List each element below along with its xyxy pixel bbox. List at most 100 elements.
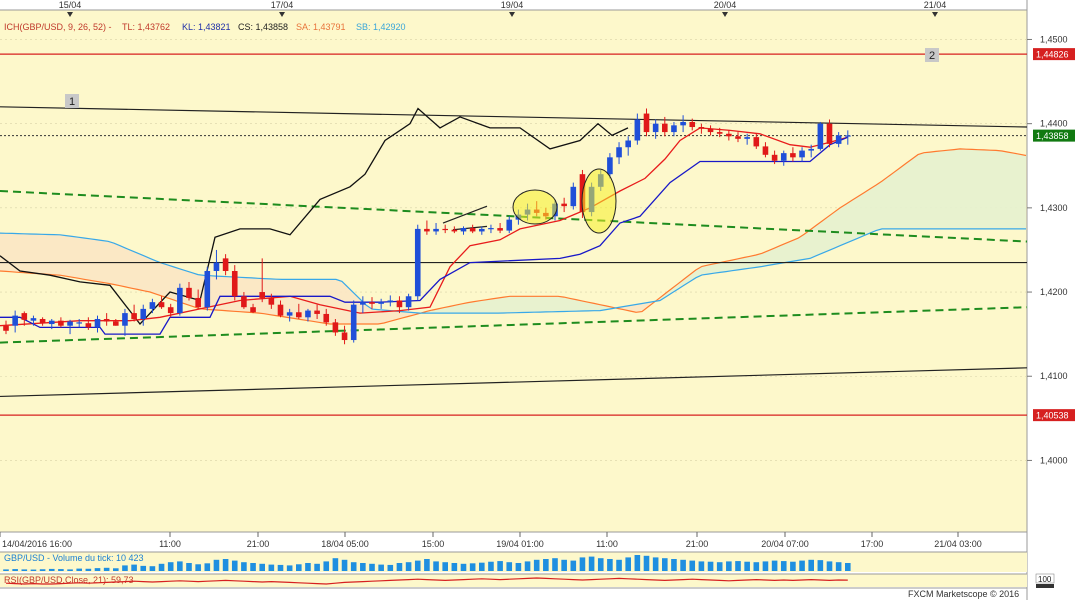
candle	[817, 121, 824, 151]
volume-bar	[85, 568, 92, 571]
volume-bars	[3, 555, 851, 571]
candle-body	[689, 121, 696, 128]
rsi-label: RSI(GBP/USD.Close, 21): 59,73	[4, 575, 134, 585]
volume-bar	[451, 563, 458, 571]
candle-body	[716, 132, 723, 134]
candle-body	[103, 318, 110, 322]
footer-credit: FXCM Marketscope © 2016	[908, 589, 1019, 599]
candle-body	[167, 307, 174, 314]
volume-bar	[634, 555, 641, 571]
candle-body	[94, 318, 101, 328]
candle	[360, 296, 366, 314]
volume-bar	[643, 555, 650, 571]
volume-bar	[332, 558, 339, 571]
candle-body	[506, 219, 513, 231]
time-tick-label: 19/04 01:00	[496, 539, 544, 549]
candle	[506, 216, 513, 234]
svg-text:1: 1	[69, 96, 75, 108]
current-price-tag: 1,43858	[1036, 131, 1069, 141]
green-dashed-upper	[0, 190, 1028, 243]
candle-body	[607, 157, 613, 175]
candle-body	[378, 302, 384, 304]
volume-bar	[76, 568, 82, 571]
candle-body	[662, 123, 668, 133]
candle	[744, 133, 750, 145]
time-tick-label: 18/04 05:00	[321, 539, 369, 549]
candle-body	[140, 308, 147, 319]
rsi-panel[interactable]	[0, 574, 1027, 587]
candle	[113, 318, 119, 326]
rsi-scale-label: 100	[1038, 575, 1052, 584]
annotation-1[interactable]: 1	[65, 94, 79, 108]
candle	[808, 144, 814, 158]
volume-bar	[296, 564, 302, 571]
volume-bar	[314, 563, 320, 571]
candle-body	[497, 228, 503, 231]
candle	[469, 224, 476, 234]
candle-body	[250, 307, 256, 313]
candles	[3, 108, 851, 345]
candle-body	[85, 323, 92, 328]
candle	[241, 292, 247, 309]
lower-channel-line	[0, 367, 1028, 398]
upper-channel-line	[0, 106, 1028, 128]
candle-body	[186, 287, 192, 298]
candle-body	[726, 133, 732, 137]
candle-body	[231, 271, 238, 297]
top-date-axis: 15/04 17/04 19/04 20/04 21/04	[59, 0, 946, 17]
candle	[607, 153, 613, 179]
candle	[268, 293, 275, 309]
volume-bar	[122, 565, 128, 571]
volume-bar	[561, 559, 567, 571]
volume-bar	[259, 563, 265, 571]
candle-body	[350, 304, 357, 341]
volume-bar	[305, 563, 311, 571]
volume-bar	[680, 559, 686, 571]
candle	[625, 136, 631, 156]
candle	[296, 303, 302, 319]
candle	[671, 121, 677, 137]
candle-body	[113, 321, 119, 326]
candle	[497, 223, 503, 234]
candle	[30, 315, 37, 326]
volume-bar	[103, 567, 110, 571]
top-date-label: 19/04	[501, 0, 524, 10]
candle-body	[286, 312, 293, 316]
volume-bar	[405, 562, 412, 571]
volume-bar	[67, 569, 73, 571]
candle-body	[296, 312, 302, 318]
candle	[643, 108, 650, 137]
volume-panel[interactable]	[0, 552, 1027, 572]
y-tick-label: 1,4400	[1040, 119, 1068, 129]
candle	[204, 266, 211, 311]
volume-bar	[58, 569, 64, 571]
y-tick-label: 1,4000	[1040, 455, 1068, 465]
candle	[213, 249, 220, 280]
candle-body	[122, 313, 128, 326]
senkou-span-b	[0, 228, 1026, 314]
volume-bar	[460, 563, 467, 571]
volume-bar	[323, 561, 330, 571]
volume-bar	[39, 569, 46, 571]
volume-bar	[204, 563, 211, 571]
candle	[662, 116, 668, 137]
kl-value: KL: 1,43821	[182, 22, 231, 32]
candle	[369, 297, 375, 309]
volume-bar	[177, 561, 183, 571]
annotation-2[interactable]: 2	[925, 48, 939, 62]
volume-bar	[479, 562, 485, 571]
volume-bar	[652, 557, 659, 571]
candle-body	[433, 228, 439, 232]
candle	[103, 313, 110, 326]
time-tick-label: 11:00	[159, 539, 181, 549]
volume-bar	[579, 557, 586, 571]
candle-body	[652, 123, 659, 133]
volume-bar	[524, 561, 531, 571]
candle-body	[671, 125, 677, 133]
candle-body	[305, 310, 311, 318]
top-date-marker	[932, 12, 938, 17]
candle	[771, 150, 778, 165]
volume-bar	[533, 559, 540, 571]
candle-body	[414, 228, 421, 297]
candle-body	[360, 302, 366, 305]
